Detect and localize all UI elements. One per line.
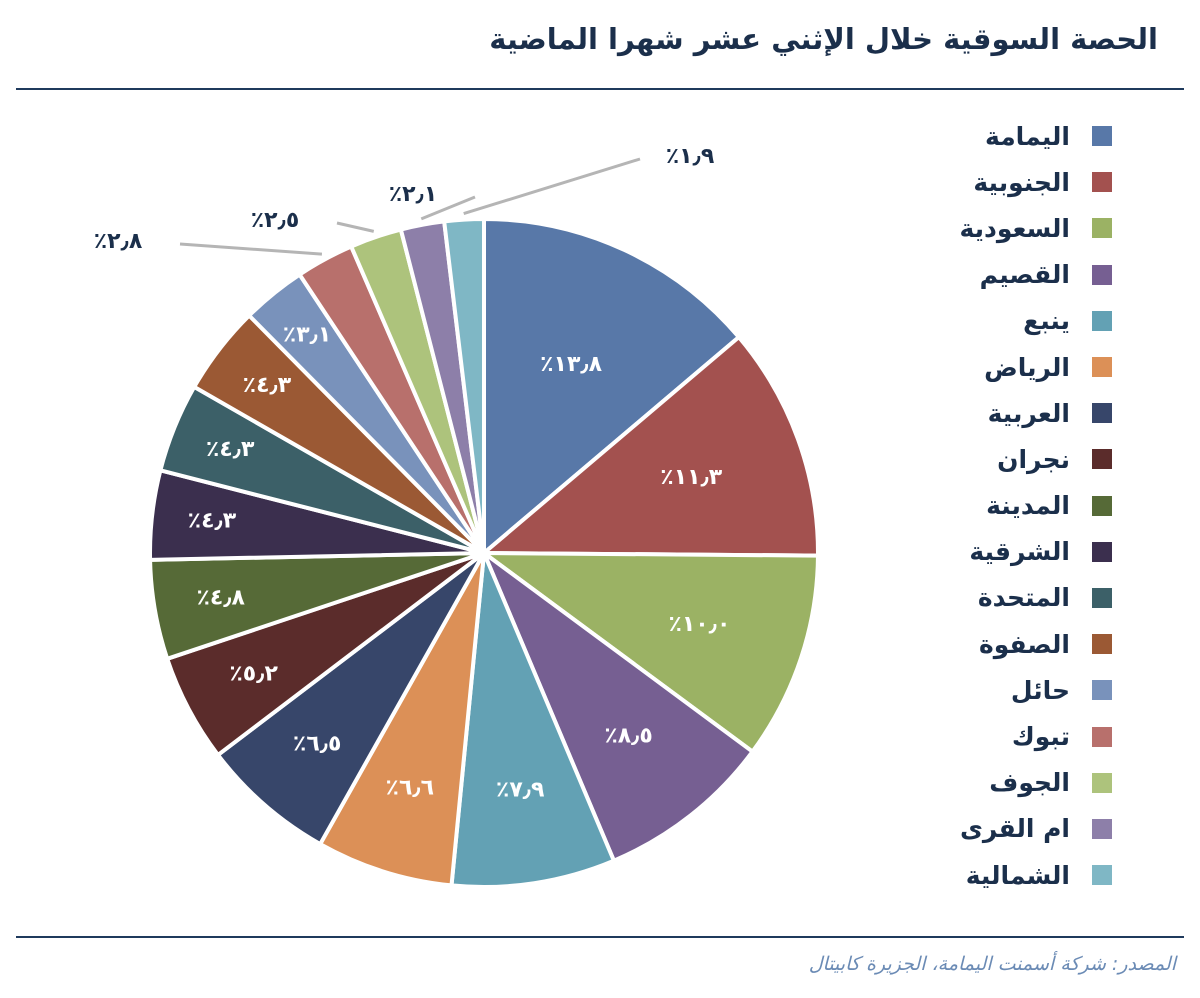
pie-slice [482, 216, 742, 558]
slice-label: ٪٣٫١ [283, 322, 332, 347]
slice-label: ٪٤٫٣ [188, 509, 237, 534]
legend-item: الصفوة [959, 621, 1112, 667]
legend-swatch [1092, 403, 1112, 424]
legend-swatch [1092, 541, 1112, 562]
legend-label: ام القرى [959, 814, 1070, 844]
legend-label: اليمامة [985, 121, 1070, 151]
leader-line [336, 221, 375, 233]
legend-item: ينبع [959, 298, 1112, 344]
legend-label: الشرقية [969, 537, 1070, 567]
pie-slice [478, 334, 820, 558]
legend-swatch [1092, 449, 1112, 470]
source-note: المصدر: شركة أسمنت اليمامة، الجزيرة كابي… [808, 953, 1176, 975]
legend-label: ينبع [1023, 306, 1070, 336]
slice-label: ٪٢٫٥ [251, 208, 300, 233]
legend-swatch [1092, 818, 1112, 839]
legend-swatch [1092, 172, 1112, 193]
slice-label: ٪٦٫٦ [386, 776, 435, 801]
legend-label: حائل [1010, 675, 1070, 705]
slice-label: ٪٦٫٥ [293, 731, 342, 756]
pie-slice [477, 550, 821, 755]
slice-label: ٪١٫٩ [666, 144, 715, 169]
legend-label: تبوك [1011, 722, 1070, 752]
slice-label: ٪١٠٫٠ [668, 612, 730, 637]
legend-swatch [1092, 357, 1112, 378]
leader-line [463, 157, 641, 216]
legend-label: العربية [987, 398, 1070, 428]
pie-slice [317, 552, 486, 888]
legend: اليمامة الجنوبية السعودية القصيم ينبع الرياض ا… [959, 113, 1112, 898]
legend-item: الجنوبية [959, 159, 1112, 205]
legend-label: القصيم [979, 260, 1070, 290]
legend-swatch [1092, 680, 1112, 701]
slice-label: ٪٢٫١ [389, 182, 438, 207]
legend-swatch [1092, 587, 1112, 608]
legend-label: السعودية [959, 213, 1070, 243]
legend-item: العربية [959, 390, 1112, 436]
legend-swatch [1092, 726, 1112, 747]
legend-item: تبوك [959, 713, 1112, 759]
legend-item: المتحدة [959, 575, 1112, 621]
slice-label: ٪١١٫٣ [660, 465, 723, 490]
legend-item: الشمالية [959, 852, 1112, 898]
legend-item: اليمامة [959, 113, 1112, 159]
chart-title: الحصة السوقية خلال الإثني عشر شهرا الماض… [489, 22, 1158, 56]
legend-swatch [1092, 310, 1112, 331]
legend-item: القصيم [959, 252, 1112, 298]
leader-line [179, 242, 323, 256]
legend-item: حائل [959, 667, 1112, 713]
legend-label: الرياض [984, 352, 1070, 382]
source-divider [16, 936, 1184, 938]
legend-label: الجنوبية [973, 167, 1070, 197]
legend-label: الصفوة [978, 629, 1070, 659]
slice-label: ٪١٣٫٨ [540, 352, 603, 377]
legend-item: ام القرى [959, 806, 1112, 852]
legend-swatch [1092, 634, 1112, 655]
slice-label: ٪٤٫٣ [206, 437, 255, 462]
legend-swatch [1092, 495, 1112, 516]
leader-line [420, 195, 476, 221]
legend-swatch [1092, 772, 1112, 793]
legend-swatch [1092, 264, 1112, 285]
legend-item: السعودية [959, 205, 1112, 251]
title-divider [16, 88, 1184, 90]
legend-item: نجران [959, 436, 1112, 482]
legend-label: المدينة [986, 491, 1070, 521]
legend-swatch [1092, 865, 1112, 886]
legend-label: الشمالية [965, 860, 1070, 890]
slice-label: ٪٨٫٥ [604, 724, 653, 749]
slice-label: ٪٧٫٩ [496, 778, 545, 803]
legend-item: الجوف [959, 760, 1112, 806]
legend-item: الشرقية [959, 529, 1112, 575]
pie-slice [441, 216, 486, 554]
slice-label: ٪٤٫٨ [196, 586, 245, 611]
legend-item: الرياض [959, 344, 1112, 390]
legend-swatch [1092, 126, 1112, 147]
legend-item: المدينة [959, 483, 1112, 529]
pie-slice [449, 552, 617, 889]
slice-label: ٪٥٫٢ [229, 662, 278, 687]
slice-label: ٪٢٫٨ [94, 229, 143, 254]
legend-label: المتحدة [977, 583, 1070, 613]
legend-label: الجوف [989, 768, 1070, 798]
legend-label: نجران [997, 444, 1070, 474]
pie-slice [215, 551, 486, 847]
legend-swatch [1092, 218, 1112, 239]
slice-label: ٪٤٫٣ [243, 373, 292, 398]
pie-slice [479, 547, 756, 864]
